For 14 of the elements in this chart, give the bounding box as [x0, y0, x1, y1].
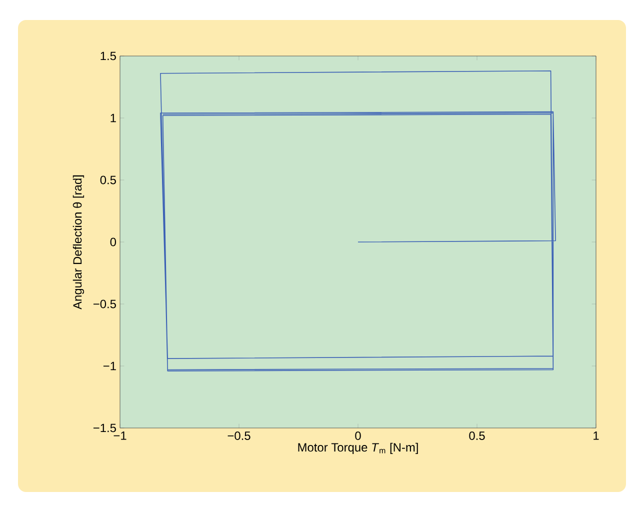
y-tick-label: 1.5	[100, 52, 116, 60]
y-tick-label: −1.5	[93, 424, 116, 432]
x-tick-label: −0.5	[228, 432, 250, 440]
x-axis-title: Motor Torque T$_{m}$ [N-m]	[298, 442, 418, 454]
y-tick-label: −1	[103, 362, 116, 370]
x-tick-label: 1	[594, 432, 599, 440]
y-tick-label: −0.5	[93, 300, 116, 308]
y-axis-title: Angular Deflection θ [rad]	[72, 175, 84, 310]
x-tick-label: 0.5	[469, 432, 485, 440]
y-tick-label: 0.5	[100, 176, 116, 184]
x-tick-label: 0	[355, 432, 361, 440]
y-tick-label: 1	[110, 114, 116, 122]
y-tick-label: 0	[110, 238, 116, 246]
line-series	[160, 70, 556, 372]
